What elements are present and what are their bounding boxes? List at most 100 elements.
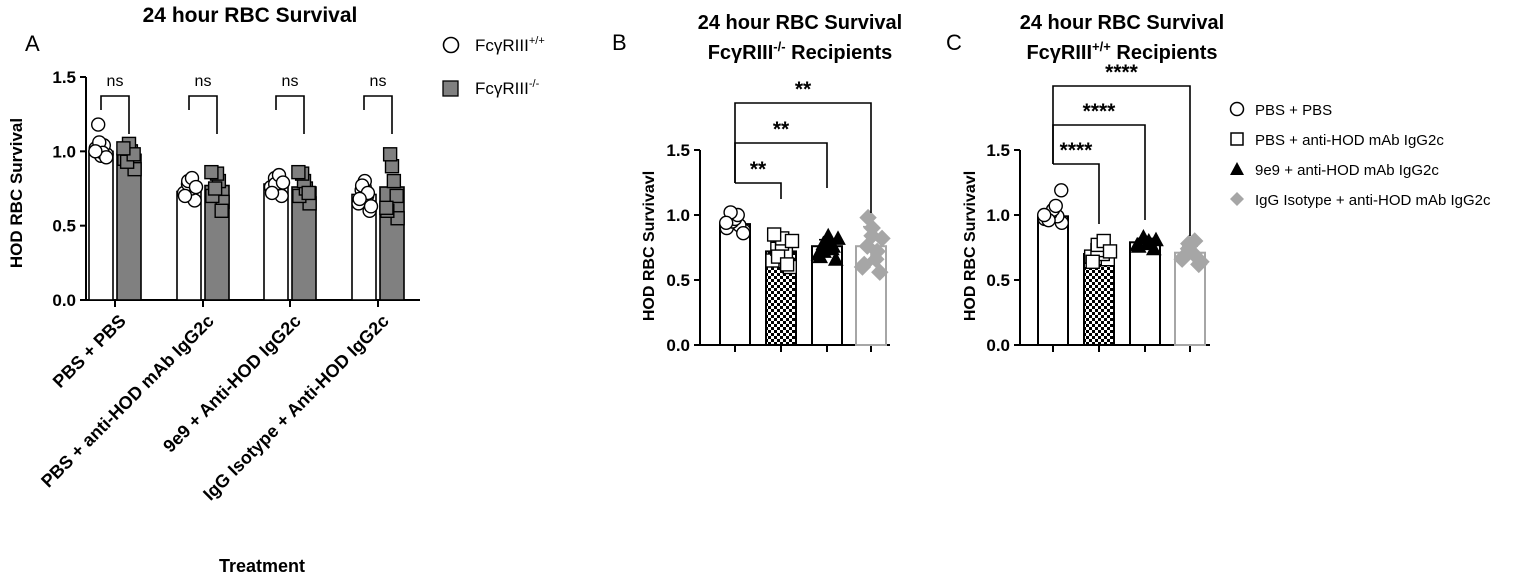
- panel-c-title-line2: FcγRIII+/+ Recipients: [1026, 39, 1217, 64]
- panel-a-significance-bracket: [188, 95, 218, 134]
- panel-b-y-tick-label: 0.5: [666, 271, 690, 290]
- panel-b-data-point: [812, 248, 828, 264]
- panel-a-ylabel: HOD RBC Survival: [7, 118, 26, 268]
- panel-b-significance-bracket: [735, 182, 782, 199]
- panel-a-data-point: [389, 188, 404, 204]
- panel-a-y-tick-label: 0.0: [52, 291, 76, 310]
- panel-c-significance-bracket: [1052, 85, 1191, 236]
- panel-b-title-line2: FcγRIII-/- Recipients: [708, 39, 893, 64]
- panel-b-data-point: [855, 255, 873, 274]
- legend-label-wildtype: FcγRIII+/+: [475, 35, 545, 55]
- legend-marker-wildtype: [442, 36, 460, 54]
- panel-c-significance-label: ****: [1083, 100, 1117, 123]
- panel-c-y-tick-label: 0.5: [986, 271, 1010, 290]
- panel-b-title-line1: 24 hour RBC Survival: [698, 12, 903, 34]
- panel-b-data-point: [873, 229, 891, 248]
- panel-a-significance-label: ns: [195, 73, 212, 90]
- panel-a-significance-bracket: [363, 95, 393, 134]
- panel-a-data-point: [379, 200, 394, 216]
- panel-b-data-point: [827, 251, 844, 266]
- panel-a-bar: [116, 153, 142, 301]
- panel-a-data-point: [177, 188, 193, 204]
- panel-c-y-tick-label: 1.0: [986, 206, 1010, 225]
- panel-c-data-point: [1175, 247, 1193, 266]
- panel-c-bar: [1129, 241, 1161, 346]
- panel-c-title-line1: 24 hour RBC Survival: [1020, 12, 1225, 34]
- panel-b-data-point: [859, 208, 877, 227]
- legend-marker-isotype: [1230, 192, 1244, 206]
- panel-a-data-point: [363, 199, 379, 214]
- panel-a-data-point: [264, 185, 280, 201]
- panel-a-data-point: [214, 203, 229, 219]
- panel-c-data-point: [1186, 232, 1204, 250]
- panel-a-data-point: [207, 181, 223, 196]
- panel-c-significance-bracket: [1053, 163, 1100, 224]
- panel-a-bar: [176, 190, 202, 301]
- panel-b-data-point: [766, 227, 782, 242]
- panel-c-data-point: [1130, 238, 1147, 253]
- panel-b-significance-label: **: [750, 158, 767, 181]
- panel-a-significance-bracket: [275, 95, 305, 134]
- panel-a-plot: 0.0 0.5 1.0 1.5 ns PBS + PBS ns PBS + anti-HOD …: [37, 68, 420, 504]
- legend-label-pbs-pbs: PBS + PBS: [1255, 102, 1332, 119]
- legend-label-isotype: IgG Isotype + anti-HOD mAb IgG2c: [1255, 192, 1491, 209]
- panel-b-y-tick-label: 1.0: [666, 206, 690, 225]
- panel-a-y-tick-label: 1.5: [52, 68, 76, 87]
- panel-c-ylabel: HOD RBC Survivavl: [962, 171, 979, 321]
- panel-a-data-point: [291, 164, 306, 180]
- panel-c-data-point: [1102, 244, 1118, 259]
- panel-c-y-tick-label: 1.5: [986, 141, 1010, 160]
- panel-a-data-point: [88, 144, 103, 159]
- panel-c-plot: 0.0 0.5 1.0 1.5 **** **** ****: [986, 61, 1210, 355]
- panel-a-category-label: IgG Isotype + Anti-HOD IgG2c: [199, 311, 393, 505]
- panel-a-data-point: [99, 150, 114, 165]
- legend-marker-pbs-antihod: [1230, 132, 1244, 146]
- panel-b-data-point: [867, 250, 885, 268]
- panel-c-data-point: [1148, 231, 1164, 247]
- panel-c-letter: C: [946, 30, 962, 55]
- panel-a-category-label: PBS + anti-HOD mAb IgG2c: [37, 311, 218, 492]
- panel-a-title: 24 hour RBC Survival: [143, 4, 358, 27]
- panel-a-y-tick-label: 1.0: [52, 142, 76, 161]
- panel-a-data-point: [275, 175, 291, 190]
- panel-c-y-tick-label: 0.0: [986, 336, 1010, 355]
- panel-b-letter: B: [612, 30, 627, 55]
- panel-b-y-tick-label: 1.5: [666, 141, 690, 160]
- panel-c-significance-label: ****: [1060, 139, 1094, 162]
- panel-c-significance-label: ****: [1105, 61, 1139, 84]
- panel-a-legend: FcγRIII+/+ FcγRIII-/-: [442, 35, 545, 98]
- panel-a-letter: A: [25, 31, 40, 56]
- panel-b-data-point: [825, 238, 841, 253]
- panel-a-xlabel: Treatment: [219, 556, 305, 576]
- panel-a-data-point: [116, 141, 131, 156]
- panel-b-data-point: [871, 263, 889, 281]
- legend-label-knockout: FcγRIII-/-: [475, 78, 540, 98]
- panel-a-category-label: PBS + PBS: [49, 311, 130, 392]
- panel-c-data-point: [1036, 207, 1052, 223]
- panel-a-data-point: [352, 191, 367, 207]
- panel-b-bar: [719, 223, 751, 347]
- panel-a-y-tick-label: 0.5: [52, 217, 76, 236]
- panel-a-significance-bracket: [100, 95, 130, 134]
- panel-b-data-point: [736, 225, 751, 241]
- legend-label-9e9: 9e9 + anti-HOD mAb IgG2c: [1255, 162, 1439, 179]
- panel-b-significance-bracket: [734, 142, 828, 188]
- panel-a-data-point: [90, 117, 106, 132]
- legend-marker-pbs-pbs: [1229, 101, 1245, 117]
- panel-c-data-point: [1048, 198, 1063, 214]
- panel-a-data-point: [382, 147, 398, 162]
- panel-b-data-point: [830, 230, 846, 245]
- panel-a-significance-label: ns: [370, 73, 387, 90]
- legend-marker-knockout: [442, 80, 459, 97]
- panel-c-bar: [1037, 215, 1069, 346]
- panel-b-data-point: [868, 242, 886, 261]
- panel-b-data-point: [779, 257, 795, 272]
- panel-a-significance-label: ns: [282, 73, 299, 90]
- panel-c-legend: PBS + PBS PBS + anti-HOD mAb IgG2c 9e9 +…: [1229, 101, 1491, 209]
- panel-b-significance-label: **: [773, 118, 790, 141]
- panel-c-data-point: [1085, 254, 1100, 270]
- legend-marker-9e9: [1230, 162, 1244, 175]
- panel-a-significance-label: ns: [107, 73, 124, 90]
